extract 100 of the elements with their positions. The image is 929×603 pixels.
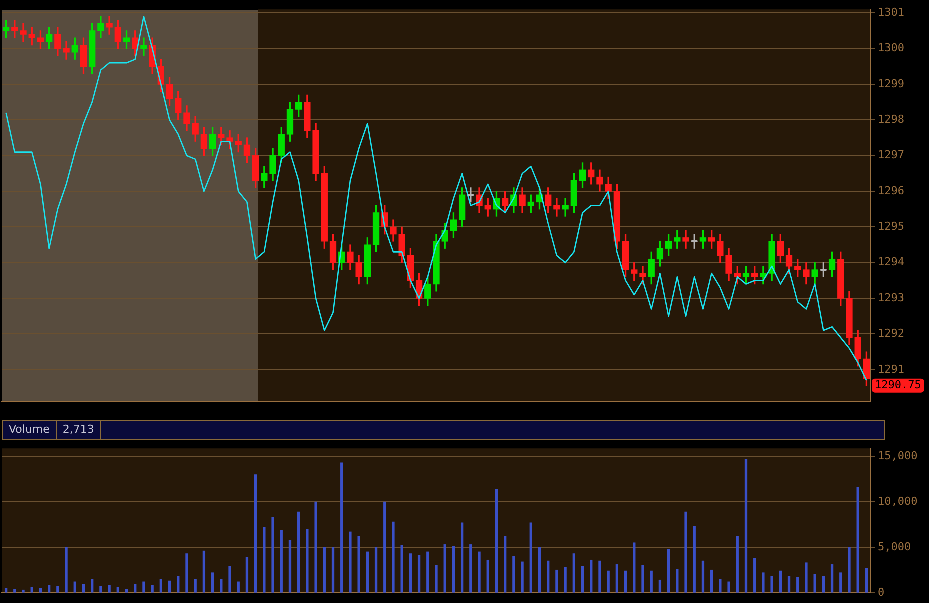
bar bbox=[298, 512, 300, 593]
bar bbox=[280, 530, 283, 593]
bar bbox=[590, 560, 593, 593]
bar bbox=[840, 572, 842, 593]
candlestick bbox=[20, 24, 27, 42]
bar bbox=[658, 580, 662, 593]
bar bbox=[830, 564, 834, 593]
bar bbox=[384, 502, 386, 593]
bar bbox=[728, 582, 730, 593]
bar bbox=[314, 502, 318, 593]
y-tick-label: 1292 bbox=[878, 327, 904, 340]
bar bbox=[693, 526, 696, 593]
bar bbox=[332, 547, 335, 593]
bar bbox=[186, 554, 188, 593]
bar bbox=[108, 585, 111, 593]
bar bbox=[100, 586, 102, 593]
candlestick bbox=[140, 38, 148, 56]
bar bbox=[667, 549, 670, 593]
y-tick-label: 1295 bbox=[878, 220, 904, 234]
bar bbox=[865, 568, 868, 593]
bar bbox=[349, 532, 352, 593]
bar bbox=[125, 589, 128, 593]
y-tick-label: 1300 bbox=[878, 42, 904, 55]
bar bbox=[220, 579, 223, 593]
y-tick-label: 1298 bbox=[878, 113, 904, 126]
bar bbox=[564, 567, 567, 593]
bar bbox=[702, 560, 705, 593]
bar bbox=[418, 555, 421, 593]
bar bbox=[160, 579, 163, 593]
y-tick-label: 15,000 bbox=[878, 450, 918, 463]
bar bbox=[65, 547, 68, 593]
bar bbox=[91, 579, 94, 593]
bar bbox=[788, 576, 791, 593]
bar bbox=[538, 547, 542, 593]
candlestick bbox=[554, 198, 560, 217]
bar bbox=[366, 552, 369, 593]
y-tick-label: 10,000 bbox=[878, 495, 918, 508]
bar bbox=[323, 547, 326, 593]
bar bbox=[581, 566, 584, 593]
candlestick bbox=[106, 16, 113, 35]
bar bbox=[30, 587, 34, 593]
bar bbox=[710, 570, 714, 593]
bar bbox=[237, 582, 240, 593]
bar bbox=[754, 558, 756, 593]
bar bbox=[856, 487, 860, 593]
bar bbox=[22, 590, 25, 593]
text: 1290.75 bbox=[875, 378, 922, 392]
bar bbox=[177, 576, 180, 593]
bar bbox=[48, 585, 51, 593]
bar bbox=[168, 580, 172, 593]
bar bbox=[719, 579, 722, 593]
bar bbox=[211, 572, 214, 593]
bar bbox=[340, 462, 344, 593]
bar bbox=[246, 557, 249, 593]
bar bbox=[676, 569, 679, 593]
bar bbox=[426, 552, 430, 593]
bar bbox=[486, 560, 490, 593]
y-tick-label: 1293 bbox=[878, 291, 904, 304]
bar bbox=[116, 587, 120, 593]
bar bbox=[512, 556, 516, 593]
bar bbox=[504, 536, 507, 593]
bar bbox=[263, 527, 266, 593]
bar bbox=[14, 589, 16, 593]
bar bbox=[272, 517, 274, 593]
bar bbox=[770, 576, 774, 593]
y-tick-label: 1291 bbox=[878, 362, 904, 376]
y-tick-label: 1299 bbox=[878, 77, 904, 90]
bar bbox=[556, 570, 558, 593]
y-tick-label: 5,000 bbox=[878, 540, 912, 554]
y-tick-label: 1301 bbox=[878, 6, 904, 20]
bar bbox=[796, 577, 800, 593]
y-tick-label: 1296 bbox=[878, 184, 904, 198]
y-tick-label: 0 bbox=[878, 586, 885, 599]
text: 2,713 bbox=[56, 421, 102, 439]
bar bbox=[400, 545, 404, 593]
bar bbox=[358, 536, 360, 593]
y-tick-label: 1294 bbox=[878, 256, 905, 269]
bar bbox=[762, 572, 765, 593]
bar bbox=[460, 522, 464, 593]
bar bbox=[228, 566, 232, 593]
bar bbox=[530, 522, 532, 593]
bar bbox=[56, 586, 60, 593]
bar bbox=[521, 562, 524, 593]
bar bbox=[444, 544, 446, 593]
bar bbox=[598, 560, 602, 593]
bar bbox=[435, 565, 438, 593]
bar bbox=[82, 584, 86, 593]
bar bbox=[409, 554, 412, 593]
candlestick bbox=[682, 230, 690, 249]
bar bbox=[814, 574, 816, 593]
bar bbox=[779, 570, 782, 593]
candlestick bbox=[562, 198, 569, 217]
y-tick-label: 1297 bbox=[878, 148, 904, 162]
bar bbox=[151, 585, 154, 593]
bar bbox=[134, 584, 137, 593]
bar bbox=[805, 562, 808, 593]
bar bbox=[452, 546, 456, 593]
bar bbox=[650, 570, 653, 593]
bar bbox=[547, 560, 550, 593]
bar bbox=[642, 565, 644, 593]
